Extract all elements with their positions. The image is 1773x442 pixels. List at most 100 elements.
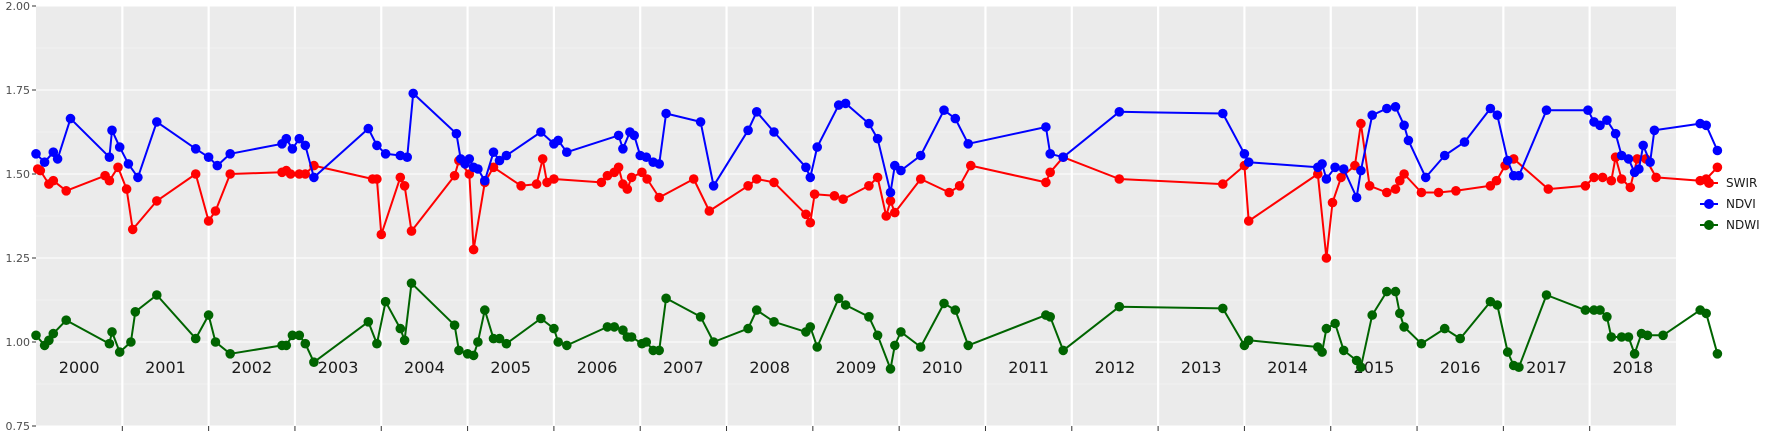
- data-point-swir: [537, 154, 548, 164]
- data-point-ndwi: [1058, 345, 1068, 356]
- data-point-swir: [743, 181, 753, 191]
- data-point-ndvi: [501, 150, 512, 161]
- data-point-swir: [399, 181, 410, 191]
- data-point-ndwi: [553, 337, 563, 347]
- y-tick-label: 2.00: [6, 0, 31, 13]
- series-ndvi: [31, 88, 1723, 203]
- data-point-ndvi: [661, 108, 671, 119]
- data-point-swir: [376, 229, 387, 240]
- data-point-ndvi: [812, 142, 822, 152]
- data-point-ndvi: [372, 140, 382, 151]
- year-label: 2006: [577, 358, 618, 377]
- data-point-swir: [642, 174, 652, 184]
- data-point-ndvi: [562, 147, 572, 157]
- data-point-ndwi: [395, 323, 406, 334]
- data-point-swir: [1364, 181, 1375, 191]
- data-point-ndvi: [553, 135, 563, 146]
- year-label: 2007: [663, 358, 704, 377]
- data-point-ndvi: [31, 149, 41, 159]
- data-point-ndwi: [1701, 308, 1711, 319]
- data-point-ndvi: [1243, 157, 1254, 167]
- data-point-ndvi: [1403, 135, 1414, 146]
- data-point-ndwi: [812, 342, 822, 352]
- data-point-ndwi: [626, 332, 637, 342]
- data-point-swir: [1491, 175, 1502, 186]
- data-point-ndwi: [915, 342, 926, 352]
- data-point-ndvi: [654, 159, 664, 169]
- data-point-ndwi: [885, 364, 896, 374]
- data-point-ndvi: [1583, 105, 1593, 115]
- legend-key-marker: [1704, 220, 1714, 230]
- data-point-swir: [372, 174, 382, 184]
- data-point-ndvi: [1382, 103, 1392, 114]
- data-point-ndwi: [473, 337, 483, 347]
- data-point-ndwi: [1395, 308, 1405, 319]
- legend-item-swir: SWIR: [1700, 176, 1757, 190]
- data-point-ndwi: [61, 315, 71, 326]
- data-point-ndvi: [751, 107, 762, 117]
- data-point-ndvi: [950, 113, 961, 124]
- y-tick-label: 1.75: [6, 84, 31, 97]
- data-point-ndwi: [1390, 286, 1401, 297]
- data-point-ndvi: [618, 144, 628, 154]
- data-point-ndvi: [212, 160, 223, 171]
- data-point-ndwi: [225, 349, 235, 359]
- data-point-swir: [954, 181, 965, 191]
- data-point-ndvi: [1420, 172, 1431, 183]
- legend-key-marker: [1704, 178, 1714, 188]
- data-point-swir: [104, 175, 115, 186]
- data-point-ndvi: [1351, 192, 1362, 203]
- year-label: 2011: [1008, 358, 1049, 377]
- data-point-swir: [225, 169, 235, 179]
- data-point-ndwi: [501, 338, 512, 349]
- data-point-ndvi: [1623, 154, 1634, 164]
- data-point-ndwi: [107, 327, 117, 337]
- data-point-ndwi: [1514, 362, 1524, 373]
- data-point-ndvi: [1701, 120, 1711, 131]
- data-point-ndvi: [885, 187, 896, 198]
- data-point-ndwi: [1356, 362, 1366, 373]
- data-point-ndwi: [380, 296, 391, 307]
- data-point-ndwi: [1439, 323, 1450, 334]
- data-point-ndwi: [1416, 338, 1427, 349]
- data-point-swir: [872, 172, 883, 183]
- data-point-swir: [1433, 187, 1444, 198]
- data-point-ndwi: [536, 313, 546, 324]
- series-ndwi: [31, 278, 1723, 374]
- data-point-ndwi: [1338, 345, 1349, 356]
- data-point-ndvi: [641, 152, 652, 162]
- data-point-ndvi: [613, 130, 624, 141]
- data-point-ndwi: [549, 323, 559, 334]
- data-point-swir: [1327, 197, 1338, 208]
- data-point-swir: [944, 187, 954, 198]
- data-point-swir: [1041, 177, 1051, 188]
- data-point-swir: [121, 184, 132, 194]
- data-point-ndwi: [152, 290, 162, 300]
- data-point-swir: [613, 162, 624, 173]
- legend-item-ndvi: NDVI: [1700, 197, 1756, 211]
- year-labels: 2000 2001 2002 2003 2004 2005 2006 2007 2008 2009…: [59, 358, 1653, 377]
- y-axis: 0.75 1.00 1.25 1.50 1.75 2.00: [6, 0, 1591, 433]
- data-point-swir: [1616, 174, 1627, 184]
- data-point-ndvi: [190, 144, 201, 154]
- data-point-swir: [751, 174, 762, 184]
- data-point-swir: [1651, 172, 1661, 183]
- data-point-ndwi: [300, 338, 311, 349]
- data-point-ndvi: [402, 152, 413, 162]
- data-point-ndvi: [1502, 155, 1513, 166]
- data-point-swir: [1356, 118, 1366, 129]
- data-point-ndwi: [399, 335, 410, 346]
- data-point-swir: [406, 226, 417, 236]
- data-point-ndvi: [1399, 120, 1409, 131]
- data-point-ndwi: [695, 312, 706, 322]
- data-point-swir: [1543, 184, 1554, 194]
- legend-item-ndwi: NDWI: [1700, 218, 1760, 232]
- data-point-swir: [35, 165, 46, 176]
- data-point-swir: [48, 175, 59, 186]
- year-label: 2008: [749, 358, 790, 377]
- data-point-swir: [596, 177, 607, 188]
- data-point-ndwi: [1502, 347, 1513, 357]
- data-point-ndwi: [294, 330, 305, 341]
- data-point-ndwi: [287, 330, 298, 341]
- data-point-ndvi: [805, 172, 816, 183]
